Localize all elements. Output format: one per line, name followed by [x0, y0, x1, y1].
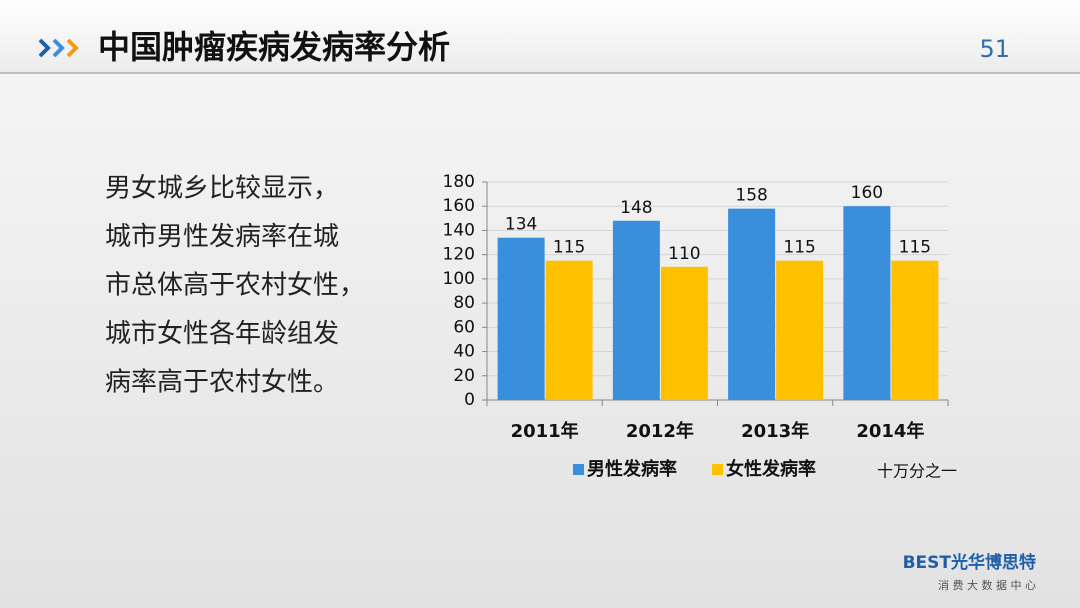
bar — [728, 208, 776, 400]
value-label: 158 — [735, 186, 767, 206]
value-label: 115 — [899, 238, 931, 258]
logo-brand: BEST光华博思特 — [903, 552, 1036, 573]
value-label: 115 — [783, 238, 815, 258]
value-label: 148 — [620, 198, 652, 218]
page-number: 51 — [979, 35, 1010, 63]
y-tick-label: 180 — [443, 172, 475, 192]
bar — [660, 266, 708, 400]
y-tick-label: 140 — [443, 220, 475, 240]
value-label: 134 — [505, 215, 537, 235]
x-tick-label: 2014年 — [856, 420, 924, 442]
bar — [612, 220, 660, 400]
text-line: 男女城乡比较显示， — [105, 174, 339, 204]
bar — [545, 260, 593, 400]
text-line: 市总体高于农村女性， — [105, 271, 365, 301]
y-tick-label: 60 — [453, 317, 475, 337]
y-tick-label: 40 — [453, 342, 475, 362]
legend-swatch — [573, 464, 584, 475]
legend-label: 女性发病率 — [726, 458, 816, 480]
chevrons — [38, 38, 79, 58]
bar — [497, 237, 545, 400]
header-band — [0, 0, 1080, 72]
logo-subtitle: 消 费 大 数 据 中 心 — [938, 578, 1036, 592]
text-line: 病率高于农村女性。 — [105, 368, 339, 398]
bar — [843, 206, 891, 400]
text-line: 城市女性各年龄组发 — [105, 319, 339, 349]
legend-swatch — [712, 464, 723, 475]
text-line: 城市男性发病率在城 — [105, 222, 339, 252]
bar — [776, 260, 824, 400]
x-tick-label: 2012年 — [626, 420, 694, 442]
x-tick-label: 2011年 — [511, 420, 579, 442]
chart: 0 20 40 60 80 100 120 140 160 180 2011年 134 115 2012年… — [443, 172, 957, 481]
value-label: 110 — [668, 244, 700, 264]
y-tick-label: 120 — [443, 245, 475, 265]
value-label: 115 — [553, 238, 585, 258]
bar — [891, 260, 939, 400]
y-tick-label: 20 — [453, 366, 475, 386]
unit-note: 十万分之一 — [877, 462, 957, 481]
y-tick-label: 0 — [464, 390, 475, 410]
x-tick-label: 2013年 — [741, 420, 809, 442]
slide-title: 中国肿瘤疾病发病率分析 — [98, 28, 450, 66]
legend-label: 男性发病率 — [587, 458, 677, 480]
logo: BEST光华博思特 消 费 大 数 据 中 心 — [903, 552, 1036, 592]
value-label: 160 — [851, 183, 883, 203]
y-tick-label: 80 — [453, 293, 475, 313]
y-tick-label: 100 — [443, 269, 475, 289]
y-tick-label: 160 — [443, 196, 475, 216]
